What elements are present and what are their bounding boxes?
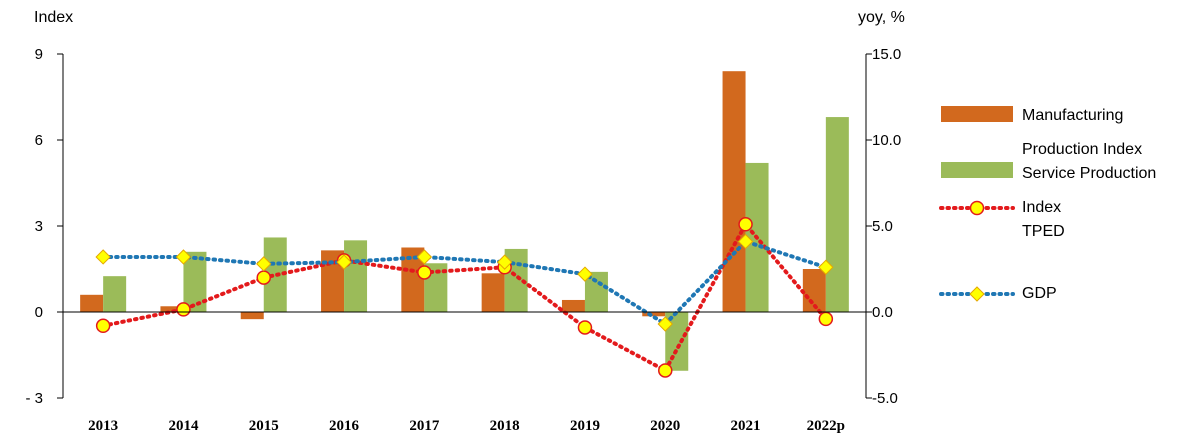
left-axis-label: Index [34,9,73,26]
x-tick-label: 2018 [490,418,520,434]
legend-label: Manufacturing [1022,107,1123,124]
bar [802,269,826,312]
legend-marker [969,286,985,302]
bar [584,271,608,312]
point [738,217,753,232]
bar [183,251,207,312]
point [657,316,673,332]
point [818,311,834,327]
bar [80,294,104,312]
x-tick-label: 2015 [249,418,279,434]
legend-marker [969,200,985,216]
bar [722,71,746,312]
point [336,254,352,270]
legend: Manufacturing Production Index Service Pro… [939,106,1156,302]
bar [481,273,505,312]
x-tick-label: 2021 [731,418,761,434]
lines [95,217,834,378]
left-tick-label: 3 [35,218,43,235]
point [737,233,754,250]
point [176,302,191,317]
bar [561,299,585,312]
bars [80,71,849,371]
point [577,266,593,282]
point [658,363,673,378]
bar [160,306,184,312]
left-axis-ticks: - 3 0 3 6 9 [25,46,63,407]
series-line [101,220,828,374]
x-tick-label: 2019 [570,418,600,434]
right-tick-label: -5.0 [872,390,898,407]
point [95,318,111,334]
right-tick-label: 15.0 [872,46,901,63]
bar [401,247,425,312]
left-tick-label: - 3 [25,390,43,407]
x-tick-label: 2016 [329,418,360,434]
right-tick-label: 0.0 [872,304,893,321]
bar [321,250,345,312]
right-axis-ticks: -5.0 0.0 5.0 10.0 15.0 [866,46,901,407]
point [256,256,272,272]
legend-swatch [941,162,1013,178]
left-tick-label: 9 [35,46,43,63]
right-tick-label: 5.0 [872,218,893,235]
x-tick-label: 2013 [88,418,118,434]
bar [240,312,264,320]
x-tick-label: 2022p [807,418,845,434]
point [417,265,432,280]
bar [825,117,849,312]
series-line [101,239,828,327]
legend-label: TPED [1022,223,1065,240]
point [818,259,834,275]
bar [642,312,666,317]
legend-label: Service Production [1022,165,1156,182]
legend-label: GDP [1022,285,1057,302]
point [496,254,513,270]
point [175,249,192,265]
x-tick-label: 2020 [650,418,680,434]
left-tick-label: 0 [35,304,43,321]
point [95,249,111,265]
x-tick-label: 2017 [409,418,440,434]
right-axis-label: yoy, % [858,9,905,26]
point [577,320,593,335]
left-tick-label: 6 [35,132,43,149]
bar [344,240,368,312]
bar [103,276,127,312]
x-tick-label: 2014 [168,418,199,434]
axes [62,54,867,398]
right-tick-label: 10.0 [872,132,901,149]
legend-label: Production Index [1022,141,1142,158]
point [256,270,271,285]
point [416,249,433,265]
legend-label: Index [1022,199,1061,216]
x-axis-ticks: 2013 2014 2015 2016 2017 2018 2019 2020 2021 2022… [88,418,845,434]
legend-swatch [941,106,1013,122]
